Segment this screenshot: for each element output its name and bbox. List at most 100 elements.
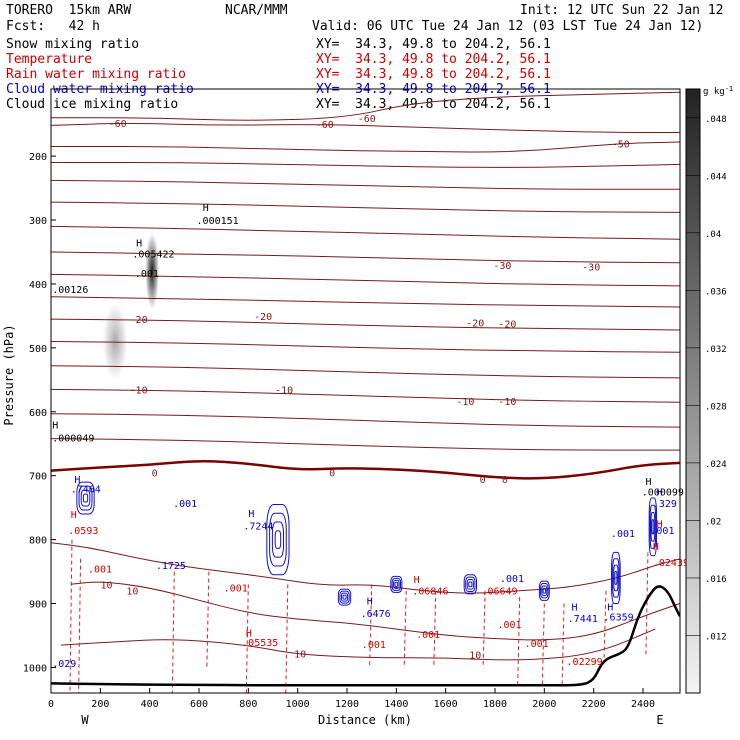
contour-annotation: .7464 <box>71 484 101 495</box>
contour-annotation: .001 <box>497 620 521 631</box>
init-time: Init: 12 UTC Sun 22 Jan 12 <box>520 3 724 18</box>
colorbar-tick-label: .032 <box>705 345 727 355</box>
field-xy-rain: XY= 34.3, 49.8 to 204.2, 56.1 <box>316 67 551 82</box>
contour-annotation: H <box>571 603 577 614</box>
colorbar-tick-label: .016 <box>705 575 727 585</box>
contour-label-layer: -60 -60 -60 -50 -30 -30 -20 -20 -20 -20 -10 -10 -10 -… <box>100 114 629 662</box>
y-tick-label: 700 <box>29 472 47 483</box>
contour-annotation: H <box>203 203 209 214</box>
isotherm-line <box>51 341 680 353</box>
isotherm-line <box>51 413 680 428</box>
x-end-west: W <box>81 713 89 727</box>
cloud-water-contour <box>465 576 476 593</box>
x-tick-label: 2000 <box>532 699 556 710</box>
isotherm-label: -60 <box>316 120 334 131</box>
isotherm-line <box>51 438 680 451</box>
cloud-water-contour <box>266 503 290 576</box>
contour-annotation: .000049 <box>52 433 94 444</box>
y-tick-label: 300 <box>29 216 47 227</box>
isotherm-label: -60 <box>109 119 127 130</box>
contour-annotation: .7244 <box>243 522 273 533</box>
isotherm-label: -30 <box>582 263 600 274</box>
isotherm-layer <box>51 91 680 661</box>
cloud-water-contour <box>390 575 403 593</box>
cloud-water-contour <box>611 551 621 605</box>
cloud-water-contour <box>394 581 399 587</box>
colorbar-unit-text: g kg <box>703 87 725 97</box>
isotherm-label: -50 <box>612 139 630 150</box>
rain-layer <box>69 539 649 693</box>
valid-time: Valid: 06 UTC Tue 24 Jan 12 (03 LST Tue … <box>312 19 704 34</box>
cloud-water-contour <box>613 564 619 592</box>
axes-layer: 0 200 400 600 800 1000 1200 1400 1600 1800 2000 220… <box>23 152 655 710</box>
contour-annotation: .06846 <box>412 587 448 598</box>
organization-label: NCAR/MMM <box>225 3 288 18</box>
cloud-water-contour <box>76 481 95 515</box>
colorbar-tick-label: .04 <box>705 230 721 240</box>
colorbar-tick-label: .028 <box>705 402 727 412</box>
contour-annotation: .001 <box>224 584 248 595</box>
rain-contour <box>171 571 175 693</box>
snow-patch <box>145 232 160 310</box>
x-tick-label: 200 <box>91 699 109 710</box>
contour-annotation: .329 <box>653 499 677 510</box>
snow-shading-layer <box>102 232 160 380</box>
contour-annotation: .7441 <box>568 614 598 625</box>
contour-annotation: .001 <box>650 526 674 537</box>
contour-annotation: H <box>367 596 373 607</box>
contour-annotation: .06649 <box>481 587 517 598</box>
cloud-water-contour <box>393 579 400 589</box>
cloud-water-layer <box>76 481 658 606</box>
cloud-water-contour <box>649 504 657 549</box>
rain-contour <box>285 584 289 693</box>
y-tick-label: 800 <box>29 536 47 547</box>
isotherm-line <box>51 251 680 264</box>
colorbar-tick-label: .02 <box>705 517 721 527</box>
x-axis-label: Distance (km) <box>318 713 412 727</box>
contour-annotation: .02299 <box>567 657 603 668</box>
cloud-water-contour <box>542 587 547 594</box>
contour-annotation: .001 <box>88 564 112 575</box>
contour-annotation: .001 <box>173 499 197 510</box>
y-tick-label: 500 <box>29 344 47 355</box>
rain-contour <box>517 597 521 687</box>
isotherm-label: 10 <box>126 587 138 598</box>
contour-annotation: H <box>657 520 663 531</box>
isotherm-label: -10 <box>498 397 516 408</box>
colorbar-tick-label: .012 <box>705 632 727 642</box>
contour-annotation: H <box>71 510 77 521</box>
contour-annotation: H <box>74 475 80 486</box>
colorbar-tick-label: .036 <box>705 287 727 297</box>
warm-isotherm-line <box>60 628 656 661</box>
y-tick-label: 1000 <box>23 663 47 674</box>
cloud-water-contour <box>337 588 352 606</box>
colorbar-tick-label: .024 <box>705 460 727 470</box>
cloud-water-contour <box>340 592 349 602</box>
contour-annotation: .1725 <box>156 561 186 572</box>
x-tick-label: 1200 <box>335 699 359 710</box>
x-tick-label: 0 <box>48 699 54 710</box>
isotherm-label: 10 <box>469 651 481 662</box>
contour-annotation: .005422 <box>132 249 174 260</box>
contour-annotation: .6359 <box>604 612 634 623</box>
cloud-water-contour <box>651 519 655 535</box>
warm-isotherm-line <box>70 581 680 641</box>
contour-annotation: .001 <box>135 269 159 280</box>
contour-annotation: H <box>52 421 58 432</box>
isotherm-label: -30 <box>493 261 511 272</box>
cloud-water-contour <box>80 489 91 507</box>
rain-contour <box>206 571 210 668</box>
isotherm-label: 0 <box>329 468 335 479</box>
cloud-water-contour <box>274 530 282 549</box>
isotherm-label: -20 <box>498 320 516 331</box>
colorbar: g kg-1 .012 .016 .02 .024 .028 .032 .036 .04 .04… <box>685 85 733 694</box>
cloud-water-contour <box>271 521 284 558</box>
annotation-layer: H.000151H.005422.001.00126H.000049H.0000… <box>52 203 689 670</box>
x-end-east: E <box>656 713 663 727</box>
colorbar-ramp <box>685 88 701 694</box>
rain-contour <box>645 552 649 655</box>
cloud-water-contour <box>650 511 656 542</box>
field-name-cloud-ice: Cloud ice mixing ratio <box>6 97 179 112</box>
